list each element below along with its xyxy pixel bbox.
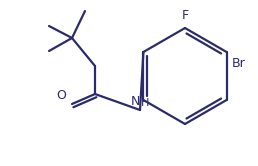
Text: F: F	[181, 9, 189, 22]
Text: Br: Br	[232, 57, 245, 70]
Text: N: N	[131, 95, 140, 108]
Text: O: O	[56, 89, 66, 102]
Text: H: H	[141, 98, 149, 108]
